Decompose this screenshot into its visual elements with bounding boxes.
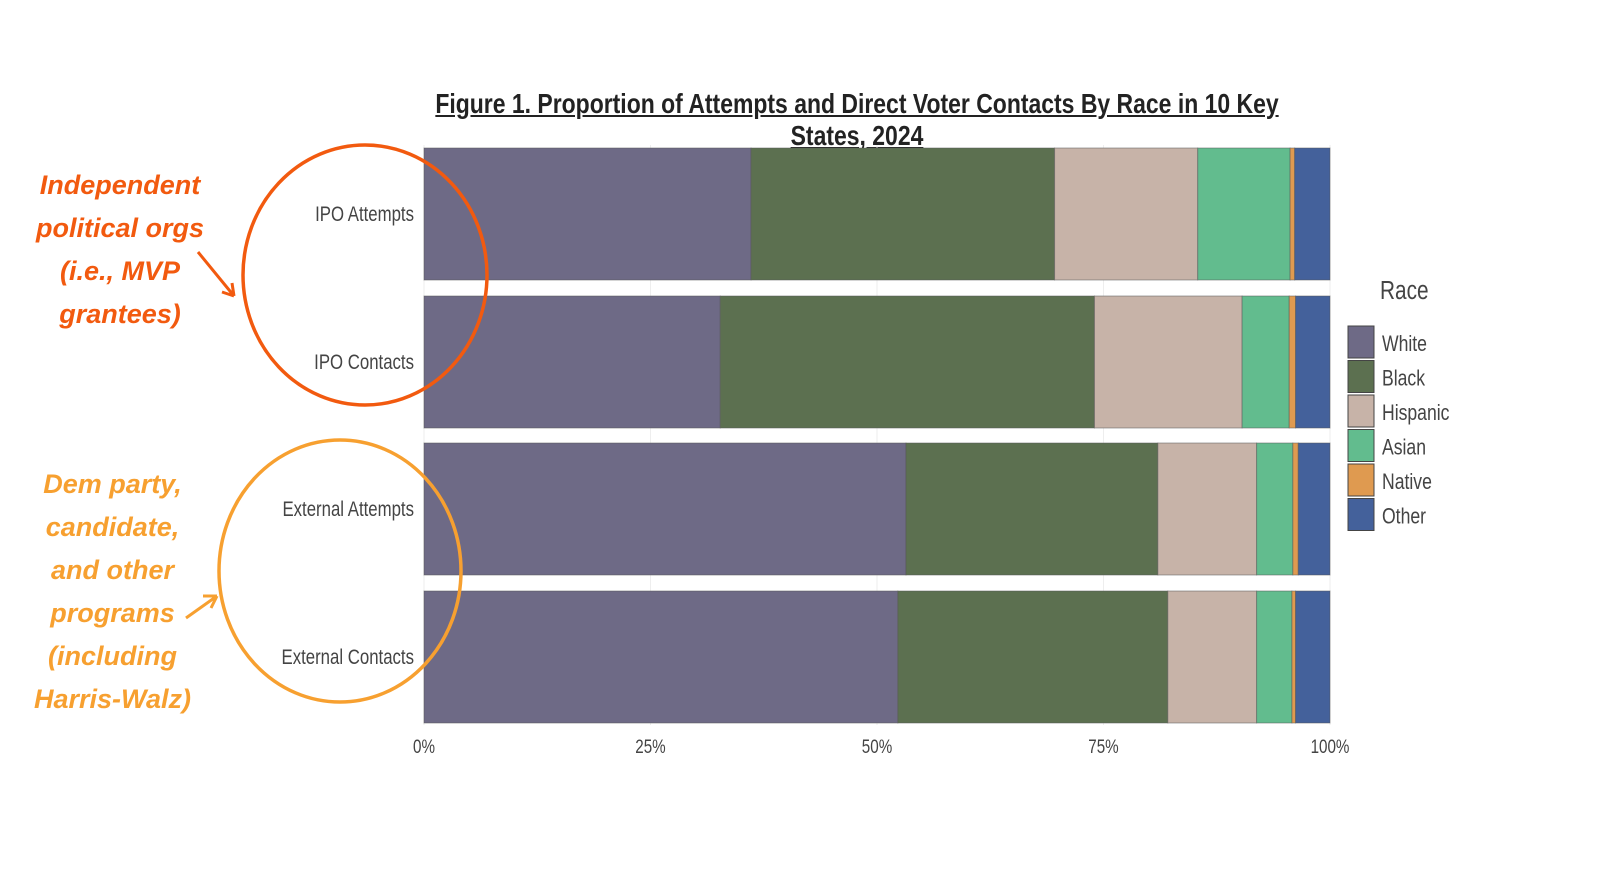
bar-segment-asian bbox=[1256, 442, 1294, 576]
legend-swatch-black bbox=[1347, 360, 1375, 393]
bar-segment-hispanic bbox=[1054, 147, 1199, 281]
bar-segment-other bbox=[1295, 295, 1331, 429]
legend-label: Black bbox=[1382, 367, 1425, 391]
x-tick-label: 25% bbox=[635, 735, 665, 757]
annotation-line: (i.e., MVP bbox=[59, 256, 181, 286]
bar-segment-white bbox=[423, 590, 899, 724]
y-category-label: IPO Contacts bbox=[314, 351, 414, 374]
annotation-line: Harris-Walz) bbox=[33, 684, 192, 714]
bar-segment-black bbox=[719, 295, 1095, 429]
legend-label: White bbox=[1382, 332, 1427, 356]
annotation-line: programs bbox=[50, 598, 175, 628]
bar-segment-other bbox=[1297, 442, 1331, 576]
annotation-line: (including bbox=[48, 641, 177, 671]
highlight-circle-ipo bbox=[241, 143, 489, 407]
bar-segment-asian bbox=[1256, 590, 1293, 724]
bar-segment-hispanic bbox=[1093, 295, 1243, 429]
bar-segment-black bbox=[750, 147, 1056, 281]
annotation-dem-party: Dem party, candidate, and other programs (in… bbox=[5, 463, 220, 721]
annotation-line: candidate, bbox=[45, 512, 180, 542]
legend-swatch-hispanic bbox=[1347, 394, 1375, 428]
legend-swatch-other bbox=[1347, 498, 1375, 531]
bar-segment-white bbox=[423, 147, 752, 281]
x-tick-label: 0% bbox=[413, 735, 435, 757]
x-tick-label: 75% bbox=[1088, 735, 1118, 757]
legend-swatch-native bbox=[1347, 463, 1375, 497]
arrow-icon bbox=[196, 251, 236, 298]
bar-segment-native bbox=[1288, 295, 1297, 429]
arrow-icon bbox=[185, 594, 219, 620]
annotation-line: Dem party, bbox=[43, 469, 182, 499]
bar-segment-black bbox=[905, 442, 1159, 576]
legend-title: Race bbox=[1380, 276, 1429, 305]
bar-segment-asian bbox=[1241, 295, 1290, 429]
legend-label: Asian bbox=[1382, 436, 1426, 460]
bar-segment-hispanic bbox=[1157, 442, 1258, 576]
legend-label: Native bbox=[1382, 470, 1432, 494]
annotation-independent-orgs: Independent political orgs (i.e., MVP grant… bbox=[10, 164, 230, 336]
bar-segment-hispanic bbox=[1167, 590, 1258, 724]
bar-segment-native bbox=[1291, 590, 1297, 724]
bar-segment-white bbox=[423, 442, 907, 576]
legend-swatch-asian bbox=[1347, 429, 1375, 462]
annotation-line: and other bbox=[50, 555, 174, 585]
legend-label: Hispanic bbox=[1382, 401, 1449, 425]
chart-title: Figure 1. Proportion of Attempts and Dir… bbox=[435, 88, 1279, 151]
y-category-label: External Contacts bbox=[282, 646, 414, 669]
bar-segment-asian bbox=[1197, 147, 1291, 281]
legend-swatch-white bbox=[1347, 325, 1375, 359]
bar-segment-black bbox=[897, 590, 1169, 724]
bar-segment-white bbox=[423, 295, 721, 429]
y-category-label: IPO Attempts bbox=[315, 203, 414, 226]
bar-segment-native bbox=[1292, 442, 1299, 576]
annotation-line: political orgs bbox=[35, 213, 205, 243]
annotation-line: grantees) bbox=[59, 299, 181, 329]
annotation-line: Independent bbox=[39, 170, 201, 200]
bar-segment-other bbox=[1294, 147, 1331, 281]
bar-segment-native bbox=[1289, 147, 1296, 281]
x-tick-label: 100% bbox=[1311, 735, 1350, 757]
y-category-label: External Attempts bbox=[282, 498, 414, 521]
bar-segment-other bbox=[1295, 590, 1331, 724]
x-tick-label: 50% bbox=[862, 735, 892, 757]
legend-label: Other bbox=[1382, 505, 1426, 529]
highlight-circle-external bbox=[217, 438, 463, 704]
